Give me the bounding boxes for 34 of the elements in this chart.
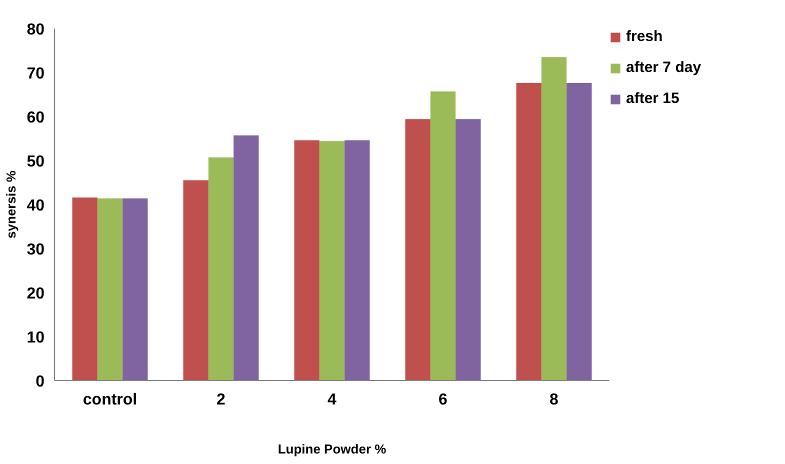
bar bbox=[234, 135, 259, 380]
bar bbox=[183, 180, 208, 380]
x-tick-label: 2 bbox=[216, 392, 226, 408]
x-tick-label: 8 bbox=[550, 392, 559, 408]
bar bbox=[405, 119, 430, 380]
bar bbox=[97, 198, 123, 380]
y-tick-label: 20 bbox=[26, 286, 45, 302]
bar bbox=[456, 119, 481, 380]
legend-label: after 7 day bbox=[626, 59, 702, 76]
bar bbox=[208, 157, 234, 380]
y-tick-label: 70 bbox=[26, 66, 45, 82]
bar bbox=[566, 83, 592, 380]
y-tick-label: 30 bbox=[26, 242, 45, 258]
x-tick-label: 6 bbox=[438, 392, 448, 408]
y-tick-label: 40 bbox=[26, 198, 45, 214]
x-tick-label: 4 bbox=[328, 392, 337, 408]
y-tick-label: 10 bbox=[26, 330, 45, 346]
bar bbox=[319, 141, 345, 380]
bar bbox=[516, 83, 542, 380]
y-axis-title: synersis % bbox=[4, 170, 19, 238]
y-tick-label: 80 bbox=[26, 22, 45, 38]
bar bbox=[344, 140, 370, 380]
x-tick-label: control bbox=[82, 392, 138, 408]
y-tick-label: 50 bbox=[26, 154, 45, 170]
bar bbox=[122, 198, 148, 380]
y-tick-label: 0 bbox=[36, 374, 45, 390]
bar bbox=[294, 140, 320, 380]
y-tick-label: 60 bbox=[26, 110, 45, 126]
legend-label: after 15 bbox=[626, 90, 680, 107]
bar bbox=[430, 91, 456, 380]
bar bbox=[541, 57, 567, 380]
x-axis-title: Lupine Powder % bbox=[278, 442, 387, 456]
legend-label: fresh bbox=[626, 28, 663, 45]
bar bbox=[72, 197, 98, 380]
